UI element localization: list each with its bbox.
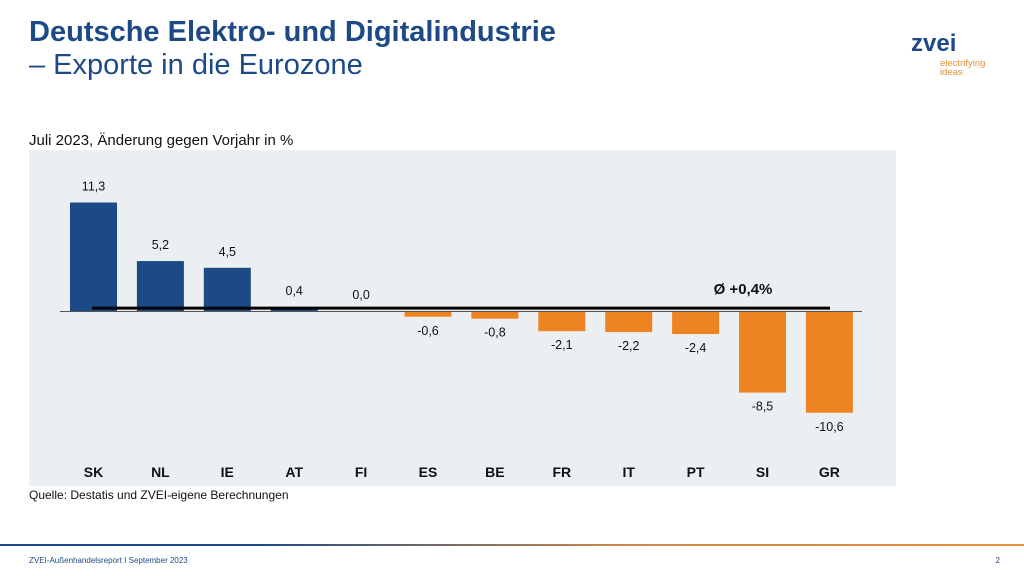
- bar-chart: Ø +0,4% 11,3 5,2 4,5 0,4 0,0 -0,6 -0,8 -2,1 -2,2…: [60, 180, 862, 480]
- value-label-fr: -2,1: [551, 338, 573, 352]
- bar-ie: [203, 267, 251, 311]
- category-label-at: AT: [285, 464, 303, 480]
- chart-panel: Ø +0,4% 11,3 5,2 4,5 0,4 0,0 -0,6 -0,8 -2,1 -2,2…: [29, 150, 896, 486]
- footer-divider: [0, 544, 1024, 546]
- category-label-it: IT: [622, 464, 635, 480]
- category-label-es: ES: [419, 464, 438, 480]
- bar-si: [739, 311, 786, 393]
- title-line-2: – Exporte in die Eurozone: [29, 49, 363, 81]
- value-labels-group: 11,3 5,2 4,5 0,4 0,0 -0,6 -0,8 -2,1 -2,2 -2,4 -8,5…: [82, 180, 844, 434]
- category-label-fr: FR: [552, 464, 571, 480]
- bar-gr: [805, 311, 853, 413]
- category-labels-group: SK NL IE AT FI ES BE FR IT PT SI GR: [84, 464, 840, 480]
- value-label-fi: 0,0: [352, 288, 369, 302]
- value-label-pt: -2,4: [685, 341, 707, 355]
- logo-tagline-line-1: electrifying: [940, 58, 986, 69]
- value-label-si: -8,5: [752, 400, 774, 414]
- title-line-1: Deutsche Elektro- und Digitalindustrie: [29, 16, 556, 48]
- category-label-fi: FI: [355, 464, 367, 480]
- bar-it: [605, 311, 653, 333]
- logo-tagline: electrifying ideas: [940, 58, 986, 78]
- category-label-be: BE: [485, 464, 504, 480]
- value-label-at: 0,4: [286, 284, 303, 298]
- value-label-it: -2,2: [618, 339, 640, 353]
- bar-pt: [672, 311, 720, 335]
- bar-fr: [538, 311, 586, 332]
- bar-es: [404, 311, 452, 317]
- bar-sk: [70, 202, 117, 311]
- zvei-logo: zvei electrifying ideas: [911, 30, 986, 78]
- category-label-ie: IE: [221, 464, 234, 480]
- average-label: Ø +0,4%: [714, 281, 773, 298]
- logo-wordmark: zvei: [911, 30, 957, 57]
- chart-title: Juli 2023, Änderung gegen Vorjahr in %: [29, 132, 294, 149]
- slide-title: Deutsche Elektro- und Digitalindustrie –…: [29, 16, 556, 82]
- category-label-si: SI: [756, 464, 769, 480]
- page-number: 2: [995, 556, 1000, 565]
- category-label-gr: GR: [819, 464, 840, 480]
- value-label-gr: -10,6: [815, 420, 844, 434]
- value-label-ie: 4,5: [219, 245, 236, 259]
- bar-nl: [136, 261, 184, 311]
- source-note: Quelle: Destatis und ZVEI-eigene Berechn…: [29, 488, 289, 502]
- category-label-nl: NL: [151, 464, 170, 480]
- category-label-pt: PT: [687, 464, 705, 480]
- value-label-sk: 11,3: [82, 180, 105, 194]
- bars-group: [70, 202, 853, 413]
- value-label-be: -0,8: [484, 326, 506, 340]
- logo-tagline-line-2: ideas: [940, 67, 963, 78]
- value-label-nl: 5,2: [152, 238, 169, 252]
- category-label-sk: SK: [84, 464, 103, 480]
- footer-text: ZVEI-Außenhandelsreport I September 2023: [29, 556, 188, 565]
- bar-be: [471, 311, 519, 319]
- value-label-es: -0,6: [417, 324, 439, 338]
